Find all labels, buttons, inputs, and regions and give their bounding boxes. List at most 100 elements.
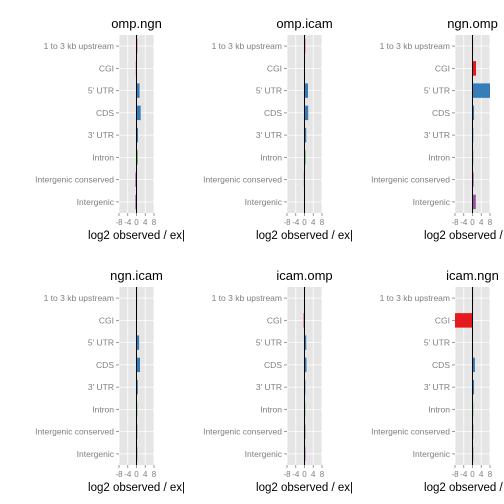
- x-tick-label: 0: [134, 218, 139, 227]
- x-tick-label: 0: [134, 470, 139, 479]
- bar: [136, 335, 140, 350]
- bar: [304, 335, 307, 350]
- bar: [136, 379, 138, 395]
- panel-title: omp.ngn: [111, 16, 162, 31]
- bar: [455, 313, 473, 328]
- chart-root: omp.ngn 1 to 3 kb upstream CGI 5' UTR CDS 3' …: [35, 16, 504, 494]
- bar: [472, 194, 476, 210]
- category-label: Intron: [428, 152, 450, 162]
- category-label: 5' UTR: [88, 338, 114, 348]
- x-tick-label: 0: [470, 470, 475, 479]
- x-tick-label: -8: [115, 218, 123, 227]
- panel: icam.ngn 1 to 3 kb upstream CGI 5' UTR CDS 3'…: [371, 268, 504, 494]
- bar: [472, 83, 490, 98]
- bar: [472, 105, 475, 121]
- category-label: Intron: [260, 404, 282, 414]
- x-tick-label: 8: [488, 218, 493, 227]
- bar: [304, 105, 309, 121]
- panel-title: omp.icam: [276, 16, 332, 31]
- x-tick-label: -8: [115, 470, 123, 479]
- x-tick-label: 8: [152, 218, 157, 227]
- x-tick-label: -4: [124, 218, 132, 227]
- x-tick-label: -4: [460, 470, 468, 479]
- category-label: Intergenic conserved: [371, 427, 450, 437]
- category-label: 5' UTR: [424, 338, 450, 348]
- x-axis-label: log2 observed / ex|: [424, 482, 504, 494]
- x-tick-label: 8: [320, 218, 325, 227]
- category-label: CGI: [267, 315, 282, 325]
- category-label: Intergenic: [413, 449, 451, 459]
- x-tick-label: 4: [311, 218, 316, 227]
- panel-title: icam.omp: [276, 268, 332, 283]
- bar: [304, 150, 306, 165]
- panel: ngn.icam 1 to 3 kb upstream CGI 5' UTR CDS 3'…: [35, 268, 185, 494]
- x-tick-label: -8: [283, 218, 291, 227]
- x-tick-label: 8: [488, 470, 493, 479]
- x-tick-label: 4: [143, 218, 148, 227]
- bar: [136, 357, 140, 373]
- x-tick-label: -8: [283, 470, 291, 479]
- bar: [135, 172, 137, 187]
- bar: [472, 357, 475, 373]
- category-label: Intergenic: [245, 197, 283, 207]
- x-tick-label: -4: [124, 470, 132, 479]
- category-label: 1 to 3 kb upstream: [212, 41, 282, 51]
- x-tick-label: -8: [451, 218, 459, 227]
- category-label: 5' UTR: [256, 338, 282, 348]
- x-axis-label: log2 observed / ex|: [88, 230, 185, 242]
- category-label: 1 to 3 kb upstream: [44, 293, 114, 303]
- panel: ngn.omp 1 to 3 kb upstream CGI 5' UTR CDS 3' …: [371, 16, 504, 242]
- bar: [304, 83, 308, 98]
- category-label: CDS: [432, 360, 450, 370]
- category-label: 3' UTR: [88, 382, 114, 392]
- category-label: Intron: [92, 152, 114, 162]
- category-label: Intron: [428, 404, 450, 414]
- category-label: CGI: [435, 315, 450, 325]
- category-label: 1 to 3 kb upstream: [380, 293, 450, 303]
- category-label: CGI: [267, 63, 282, 73]
- category-label: 3' UTR: [256, 382, 282, 392]
- x-tick-label: 0: [302, 470, 307, 479]
- x-tick-label: -4: [460, 218, 468, 227]
- bar: [136, 127, 139, 143]
- x-tick-label: 8: [152, 470, 157, 479]
- x-tick-label: 8: [320, 470, 325, 479]
- category-label: CDS: [96, 360, 114, 370]
- panel-title: icam.ngn: [446, 268, 499, 283]
- category-label: 5' UTR: [256, 86, 282, 96]
- x-axis-label: log2 observed / ex|: [256, 230, 353, 242]
- x-tick-label: -8: [451, 470, 459, 479]
- category-label: Intergenic conserved: [203, 175, 282, 185]
- bar: [304, 127, 307, 143]
- x-tick-label: -4: [292, 218, 300, 227]
- panel: omp.ngn 1 to 3 kb upstream CGI 5' UTR CDS 3' …: [35, 16, 185, 242]
- category-label: Intergenic conserved: [35, 427, 114, 437]
- category-label: Intron: [260, 152, 282, 162]
- category-label: CDS: [432, 108, 450, 118]
- bar: [135, 194, 137, 210]
- panel: omp.icam 1 to 3 kb upstream CGI 5' UTR CDS 3'…: [203, 16, 353, 242]
- x-axis-label: log2 observed / ex|: [88, 482, 185, 494]
- x-axis-label: log2 observed / ex|: [424, 230, 504, 242]
- category-label: CDS: [96, 108, 114, 118]
- category-label: 3' UTR: [424, 382, 450, 392]
- category-label: 5' UTR: [424, 86, 450, 96]
- panel-title: ngn.omp: [447, 16, 498, 31]
- category-label: CDS: [264, 360, 282, 370]
- category-label: Intergenic: [245, 449, 283, 459]
- category-label: Intergenic conserved: [203, 427, 282, 437]
- x-tick-label: 4: [143, 470, 148, 479]
- category-label: 5' UTR: [88, 86, 114, 96]
- bar: [472, 61, 476, 76]
- category-label: Intron: [92, 404, 114, 414]
- category-label: 1 to 3 kb upstream: [44, 41, 114, 51]
- category-label: 3' UTR: [88, 130, 114, 140]
- category-label: 3' UTR: [256, 130, 282, 140]
- category-label: CGI: [99, 315, 114, 325]
- x-tick-label: -4: [292, 470, 300, 479]
- category-label: CGI: [99, 63, 114, 73]
- bar: [136, 150, 138, 165]
- x-tick-label: 4: [311, 470, 316, 479]
- category-label: CDS: [264, 108, 282, 118]
